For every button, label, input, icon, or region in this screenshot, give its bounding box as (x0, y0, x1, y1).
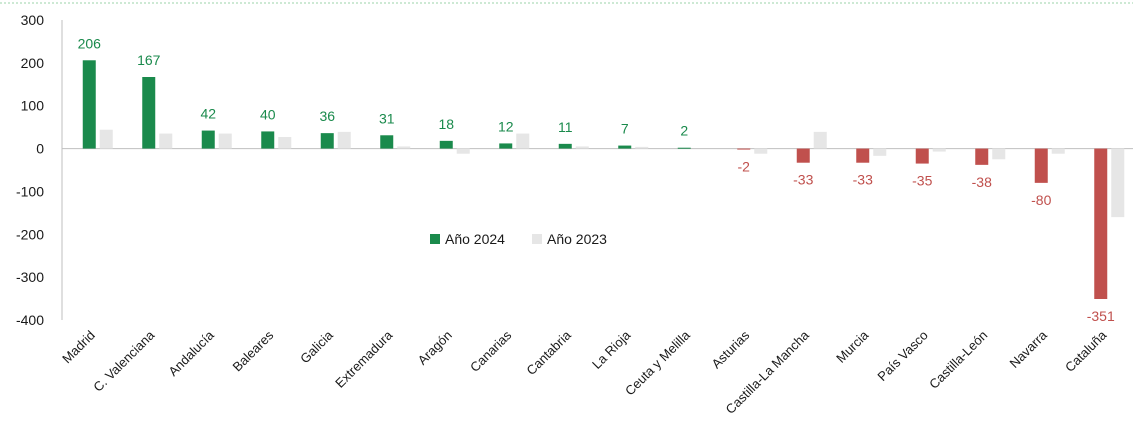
x-category-label: Castilla-León (926, 328, 990, 392)
y-tick-label: 300 (21, 12, 45, 28)
bar-2024 (796, 148, 810, 163)
bar-2023 (1051, 148, 1065, 154)
data-label-2024: -35 (912, 173, 932, 189)
data-label-2024: -351 (1087, 308, 1115, 324)
bar-2023 (754, 148, 768, 154)
y-tick-label: 0 (36, 141, 44, 157)
x-category-label: Asturias (709, 327, 753, 371)
bar-2024 (1094, 148, 1108, 299)
data-label-2024: 36 (319, 108, 335, 124)
data-label-2024: 167 (137, 52, 161, 68)
y-tick-label: -400 (16, 312, 44, 328)
data-label-2024: 7 (621, 121, 629, 137)
data-label-2024: -2 (738, 158, 751, 174)
x-category-label: Andalucía (165, 327, 217, 379)
bar-2024 (380, 135, 394, 149)
data-label-2024: -38 (972, 174, 992, 190)
legend-swatch-2023 (532, 234, 542, 244)
bar-2024 (439, 140, 453, 149)
y-tick-label: -100 (16, 183, 44, 199)
bar-2023 (456, 148, 470, 154)
bar-2024 (915, 148, 929, 164)
data-label-2024: -80 (1031, 192, 1051, 208)
bar-2023 (873, 148, 887, 156)
bar-2023 (337, 131, 351, 149)
y-tick-label: 100 (21, 98, 45, 114)
bar-2024 (856, 148, 870, 163)
bar-2023 (932, 148, 946, 152)
x-category-label: La Rioja (589, 327, 634, 372)
bar-2024 (261, 131, 275, 149)
bar-2024 (499, 143, 513, 149)
x-category-label: Cataluña (1062, 327, 1110, 375)
bar-2023 (1111, 148, 1125, 218)
bar-2023 (992, 148, 1006, 160)
x-category-label: Madrid (59, 328, 98, 367)
data-label-2024: -33 (793, 172, 813, 188)
bar-2024 (677, 147, 691, 149)
x-category-label: Navarra (1007, 327, 1051, 371)
legend-label-2023: Año 2023 (547, 231, 607, 247)
y-tick-label: -200 (16, 226, 44, 242)
data-label-2024: -33 (853, 172, 873, 188)
bars (82, 60, 1125, 299)
data-label-2024: 11 (558, 119, 573, 135)
bar-2023 (278, 137, 292, 149)
x-category-label: Extremadura (332, 327, 396, 391)
bar-2024 (975, 148, 989, 165)
data-label-2024: 2 (680, 123, 688, 139)
legend-swatch-2024 (430, 234, 440, 244)
bar-2023 (575, 146, 589, 149)
x-category-label: Aragón (415, 328, 455, 368)
bar-2023 (516, 133, 530, 149)
data-label-2024: 12 (498, 118, 514, 134)
y-axis: 300 200 100 0 -100 -200 -300 -400 (16, 12, 1133, 328)
bar-2023 (159, 133, 173, 149)
data-label-2024: 42 (200, 106, 216, 122)
bar-2024 (618, 145, 632, 149)
legend: Año 2024 Año 2023 (430, 231, 607, 247)
bar-2024 (1034, 148, 1048, 183)
x-category-label: Galicia (297, 327, 336, 366)
bar-2024 (82, 60, 96, 149)
bar-2023 (99, 129, 113, 149)
data-label-2024: 31 (379, 110, 395, 126)
bar-2024 (737, 148, 751, 150)
data-label-2024: 18 (438, 116, 454, 132)
bar-2023 (635, 146, 649, 149)
x-category-label: Cantabria (523, 327, 574, 378)
data-label-2024: 206 (78, 35, 102, 51)
x-category-label: Canarias (467, 327, 515, 375)
x-category-label: Baleares (229, 327, 276, 374)
bar-2024 (320, 133, 334, 149)
bar-2023 (813, 131, 827, 149)
x-category-label: País Vasco (874, 328, 930, 384)
bar-2023 (397, 146, 411, 149)
data-label-2024: 40 (260, 106, 276, 122)
y-tick-label: 200 (21, 55, 45, 71)
data-labels: 206 167 42 40 36 31 18 12 11 7 2 -2 -33 -33 -35 -38 -80 -… (78, 35, 1115, 324)
bar-2024 (558, 143, 572, 149)
y-tick-label: -300 (16, 269, 44, 285)
x-category-label: C. Valenciana (90, 327, 158, 395)
bar-2024 (201, 130, 215, 149)
legend-label-2024: Año 2024 (445, 231, 505, 247)
x-category-label: Murcia (833, 327, 872, 366)
bar-2024 (142, 77, 156, 149)
bar-2023 (218, 133, 232, 149)
